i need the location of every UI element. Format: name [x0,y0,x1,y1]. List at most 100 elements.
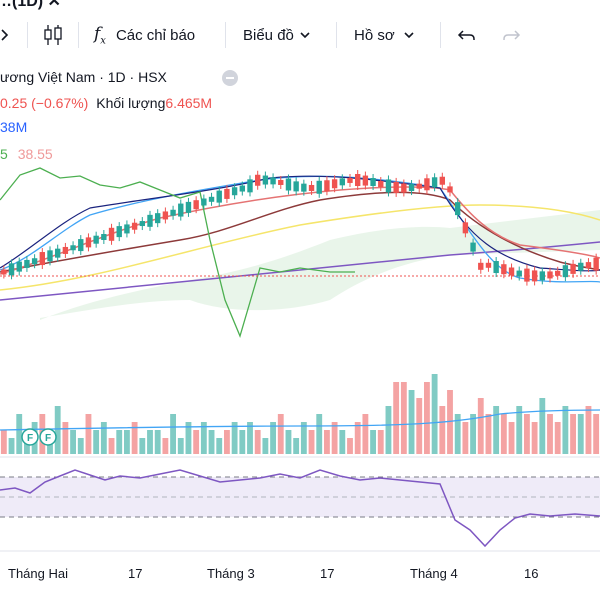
volume-bar [524,414,530,454]
candle [39,252,45,266]
volume-bar [554,422,561,454]
volume-bar [300,422,307,454]
candle [370,178,376,187]
candle [293,181,299,192]
volume-bar [485,414,492,454]
volume-bar [131,422,138,454]
volume-bar [8,438,15,454]
candle [431,177,438,188]
candle [478,262,484,270]
candle [547,271,553,279]
volume-bar [139,438,146,454]
volume-bar [16,414,23,454]
volume-bar [285,430,292,454]
candle [285,178,292,191]
chevron-right-icon[interactable] [0,22,12,48]
candle [447,186,453,193]
candle [308,184,315,191]
indicator-prefix: 5 [0,146,8,162]
candle [439,176,445,185]
candle [55,248,61,258]
volume-bar [408,390,415,454]
event-marker-f [21,428,39,446]
candle [270,177,276,185]
volume-bar [339,430,346,454]
candle [224,188,230,199]
candle [362,175,369,186]
toolbar-divider [440,22,441,48]
top-toolbar: …(1D) ✕ fx Các chỉ báo Biểu đồ Hồ sơ [0,0,600,68]
candle [147,214,153,227]
volume-bar [570,414,576,454]
volume-bar [516,406,523,454]
price-chart[interactable]: F F [0,68,600,566]
candle [85,237,92,248]
volume-bar [508,422,515,454]
symbol-title: ương Việt Nam · 1D · HSX [0,69,167,85]
chart-type-button[interactable]: Biểu đồ [243,22,314,48]
candle [485,262,492,268]
volume-ma-line [0,409,600,431]
chevron-down-icon [404,32,414,39]
candle [24,259,30,268]
candle [347,177,353,183]
volume-bar [62,422,69,454]
candle [401,183,407,193]
volume-bar [470,414,476,454]
toolbar-divider [225,22,226,48]
profile-button[interactable]: Hồ sơ [354,22,419,48]
volume-bar [100,422,107,454]
candle [193,200,199,210]
volume-bar [424,382,430,454]
toolbar-divider [78,22,79,48]
candle [255,174,261,186]
ma-yellow [0,204,600,291]
indicators-label: Các chỉ báo [115,26,196,44]
candle [462,222,469,234]
redo-button[interactable] [500,22,522,48]
candle [301,183,307,192]
candle [78,239,84,252]
fx-icon: fx [94,23,106,47]
candle [555,270,561,276]
candle [1,269,7,275]
volume-bar [170,414,176,454]
candle [408,184,415,192]
candle [570,263,576,274]
volume-bar [224,430,230,454]
indicators-button[interactable]: fx Các chỉ báo [94,22,195,48]
candlestick-icon[interactable] [42,22,64,48]
candle [47,250,53,262]
candle [585,262,592,269]
candle [262,175,269,185]
volume-bar [416,398,423,454]
tab-title-partial[interactable]: …(1D) ✕ [0,0,61,10]
candle [178,203,184,217]
candle [393,181,399,193]
undo-icon [457,30,475,40]
candle [170,209,176,216]
volume-bar [439,406,446,454]
candle [185,201,192,213]
more-menu-icon[interactable] [222,70,238,86]
ma-darkred [0,191,600,273]
candle [162,211,169,220]
candle [316,180,322,194]
volume-bar [431,374,438,454]
candle [493,261,499,274]
candle [208,196,215,202]
candle [524,268,530,282]
volume-bar [108,438,115,454]
volume-bar [116,430,123,454]
toolbar-divider [336,22,337,48]
volume-group [0,374,600,454]
candle [516,270,522,277]
volume-bar [577,414,584,454]
candle [231,187,238,196]
undo-button[interactable] [456,22,478,48]
volume-bar [162,438,169,454]
profile-label: Hồ sơ [354,26,395,44]
candle [8,263,15,276]
candle [116,226,122,238]
candle [378,180,384,187]
